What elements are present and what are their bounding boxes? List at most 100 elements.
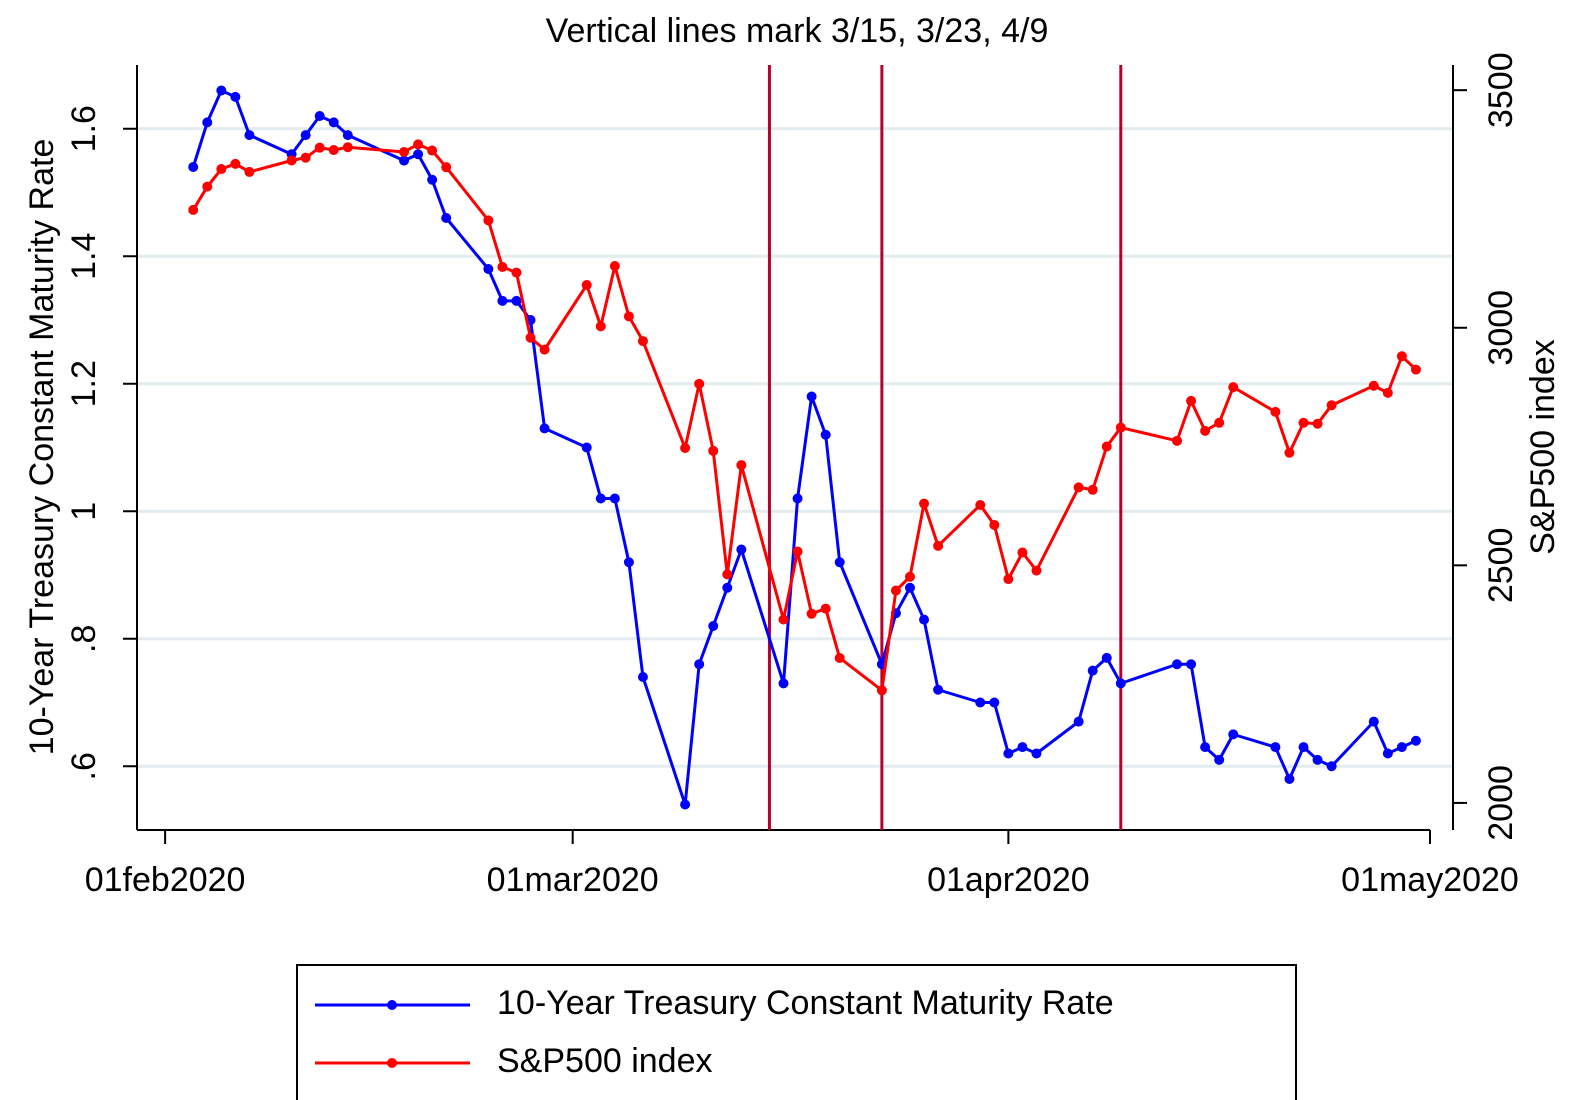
data-point bbox=[1298, 742, 1309, 753]
data-point bbox=[933, 684, 944, 695]
data-point bbox=[539, 344, 550, 355]
data-point bbox=[1284, 774, 1295, 784]
data-point bbox=[904, 571, 915, 582]
data-point bbox=[778, 678, 789, 689]
data-point bbox=[1186, 659, 1197, 670]
data-point bbox=[399, 155, 410, 166]
data-point bbox=[1410, 735, 1421, 746]
data-point bbox=[1087, 665, 1098, 676]
data-point bbox=[1031, 565, 1042, 576]
data-point bbox=[1270, 406, 1281, 417]
data-point bbox=[328, 117, 339, 128]
y-tick-label: 1.2 bbox=[65, 360, 103, 407]
data-point bbox=[1284, 447, 1295, 458]
data-point bbox=[216, 85, 227, 96]
legend-marker bbox=[387, 1000, 397, 1010]
data-point bbox=[1101, 652, 1112, 663]
data-point bbox=[497, 295, 508, 306]
data-point bbox=[820, 429, 831, 440]
data-point bbox=[1382, 748, 1393, 759]
data-point bbox=[792, 493, 803, 504]
data-point bbox=[1017, 547, 1028, 558]
legend-label: S&P500 index bbox=[497, 1042, 713, 1080]
data-point bbox=[188, 204, 199, 215]
data-point bbox=[511, 267, 522, 278]
data-point bbox=[441, 162, 452, 173]
y-tick-label: .6 bbox=[65, 752, 103, 780]
data-point bbox=[511, 295, 522, 306]
data-point bbox=[1115, 678, 1126, 689]
y2-tick-label: 3000 bbox=[1482, 290, 1520, 366]
data-point bbox=[300, 130, 311, 141]
data-point bbox=[904, 582, 915, 593]
data-point bbox=[581, 279, 592, 290]
data-point bbox=[1003, 574, 1014, 585]
x-tick-label: 01apr2020 bbox=[927, 861, 1090, 899]
data-point bbox=[623, 311, 634, 322]
data-point bbox=[989, 697, 1000, 708]
data-point bbox=[722, 582, 733, 593]
data-point bbox=[413, 139, 424, 150]
y-axis-title: 10-Year Treasury Constant Maturity Rate bbox=[23, 139, 61, 756]
data-point bbox=[1368, 380, 1379, 391]
data-point bbox=[1382, 387, 1393, 398]
data-point bbox=[1172, 435, 1183, 446]
data-point bbox=[1073, 482, 1084, 493]
legend-marker bbox=[387, 1058, 397, 1068]
data-point bbox=[919, 614, 930, 625]
data-point bbox=[497, 261, 508, 272]
data-point bbox=[314, 111, 325, 121]
y-tick-label: 1 bbox=[65, 502, 103, 521]
data-point bbox=[919, 498, 930, 509]
data-point bbox=[1368, 716, 1379, 727]
data-point bbox=[736, 460, 747, 471]
data-point bbox=[595, 321, 606, 332]
data-point bbox=[792, 546, 803, 557]
data-point bbox=[483, 264, 494, 274]
data-point bbox=[1087, 484, 1098, 495]
data-point bbox=[778, 614, 789, 625]
data-point bbox=[342, 142, 353, 153]
data-point bbox=[328, 145, 339, 156]
data-point bbox=[581, 442, 592, 453]
y2-tick-label: 2500 bbox=[1482, 528, 1520, 604]
data-point bbox=[694, 659, 705, 670]
data-point bbox=[216, 164, 227, 175]
data-point bbox=[680, 799, 691, 810]
data-point bbox=[609, 493, 620, 504]
data-point bbox=[680, 442, 691, 453]
y-tick-label: 1.6 bbox=[65, 105, 103, 152]
data-point bbox=[1270, 742, 1281, 753]
data-point bbox=[539, 423, 550, 434]
data-point bbox=[933, 540, 944, 551]
data-point bbox=[1115, 422, 1126, 433]
data-point bbox=[1326, 761, 1337, 772]
data-point bbox=[1073, 716, 1084, 727]
data-point bbox=[1396, 351, 1407, 362]
data-point bbox=[230, 158, 241, 169]
data-point bbox=[230, 91, 241, 102]
data-point bbox=[637, 336, 648, 347]
data-point bbox=[1172, 659, 1183, 670]
data-point bbox=[441, 213, 452, 223]
data-point bbox=[1228, 729, 1239, 740]
data-point bbox=[1214, 754, 1225, 765]
data-point bbox=[1298, 417, 1309, 428]
data-point bbox=[244, 166, 255, 177]
data-point bbox=[637, 672, 648, 682]
data-point bbox=[890, 585, 901, 596]
data-point bbox=[1312, 754, 1323, 765]
data-point bbox=[623, 557, 634, 568]
data-point bbox=[1214, 417, 1225, 428]
data-point bbox=[708, 621, 719, 631]
x-tick-label: 01mar2020 bbox=[487, 861, 659, 899]
data-point bbox=[202, 117, 213, 128]
data-point bbox=[483, 215, 494, 226]
data-point bbox=[834, 652, 845, 663]
y2-axis-title: S&P500 index bbox=[1524, 339, 1562, 555]
data-point bbox=[202, 181, 213, 192]
data-point bbox=[1101, 441, 1112, 452]
data-point bbox=[300, 152, 311, 163]
data-point bbox=[427, 174, 438, 185]
